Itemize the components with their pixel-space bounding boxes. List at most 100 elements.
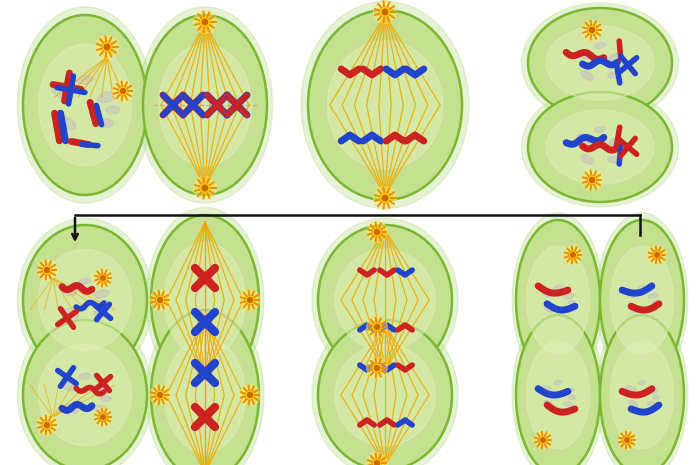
- Circle shape: [94, 408, 112, 426]
- Ellipse shape: [516, 220, 600, 380]
- Circle shape: [45, 423, 50, 427]
- Ellipse shape: [58, 116, 76, 130]
- Circle shape: [372, 458, 382, 465]
- Ellipse shape: [146, 207, 264, 392]
- Ellipse shape: [554, 380, 562, 385]
- Ellipse shape: [564, 307, 573, 311]
- Ellipse shape: [61, 286, 76, 296]
- Ellipse shape: [528, 8, 672, 118]
- Circle shape: [155, 390, 165, 400]
- Ellipse shape: [164, 338, 246, 452]
- Circle shape: [239, 290, 260, 310]
- Circle shape: [652, 251, 662, 259]
- Ellipse shape: [596, 308, 688, 465]
- Ellipse shape: [61, 381, 76, 391]
- Ellipse shape: [101, 301, 111, 307]
- Ellipse shape: [522, 3, 678, 123]
- Ellipse shape: [23, 225, 147, 375]
- Circle shape: [625, 438, 629, 442]
- Ellipse shape: [23, 320, 147, 465]
- Circle shape: [374, 325, 379, 330]
- Ellipse shape: [146, 302, 264, 465]
- Ellipse shape: [335, 345, 435, 445]
- Ellipse shape: [526, 341, 589, 449]
- Circle shape: [104, 44, 110, 50]
- Ellipse shape: [608, 53, 622, 61]
- Ellipse shape: [18, 218, 153, 382]
- Circle shape: [374, 460, 379, 465]
- Circle shape: [101, 276, 105, 280]
- Circle shape: [202, 19, 208, 25]
- Ellipse shape: [18, 7, 153, 203]
- Ellipse shape: [600, 220, 684, 380]
- Circle shape: [95, 35, 118, 59]
- Circle shape: [648, 246, 666, 264]
- Circle shape: [367, 222, 387, 242]
- Ellipse shape: [38, 44, 132, 166]
- Ellipse shape: [638, 380, 646, 385]
- Ellipse shape: [594, 43, 606, 48]
- Circle shape: [582, 20, 602, 40]
- Ellipse shape: [94, 385, 108, 393]
- Circle shape: [374, 365, 379, 371]
- Ellipse shape: [77, 76, 93, 84]
- Ellipse shape: [610, 246, 673, 354]
- Circle shape: [118, 86, 128, 96]
- Ellipse shape: [328, 41, 442, 169]
- Ellipse shape: [594, 126, 606, 133]
- Ellipse shape: [522, 87, 678, 207]
- Ellipse shape: [546, 26, 654, 100]
- Ellipse shape: [512, 308, 604, 465]
- Ellipse shape: [97, 92, 117, 102]
- Circle shape: [202, 185, 208, 191]
- Ellipse shape: [38, 249, 132, 351]
- Ellipse shape: [52, 86, 74, 100]
- Ellipse shape: [151, 215, 259, 385]
- Ellipse shape: [648, 307, 657, 311]
- Circle shape: [199, 16, 211, 27]
- Circle shape: [372, 363, 382, 373]
- Ellipse shape: [615, 148, 624, 153]
- Circle shape: [150, 385, 170, 405]
- Circle shape: [622, 436, 631, 445]
- Circle shape: [158, 392, 162, 398]
- Circle shape: [372, 227, 382, 237]
- Ellipse shape: [610, 341, 673, 449]
- Circle shape: [199, 182, 211, 193]
- Ellipse shape: [79, 278, 91, 285]
- Circle shape: [193, 177, 216, 199]
- Ellipse shape: [308, 10, 462, 200]
- Circle shape: [541, 438, 545, 442]
- Circle shape: [374, 230, 379, 234]
- Ellipse shape: [568, 396, 575, 399]
- Ellipse shape: [629, 306, 638, 312]
- Circle shape: [379, 7, 391, 18]
- Ellipse shape: [312, 218, 458, 382]
- Ellipse shape: [545, 306, 554, 312]
- Circle shape: [570, 253, 575, 257]
- Circle shape: [193, 11, 216, 33]
- Ellipse shape: [638, 286, 646, 290]
- Ellipse shape: [564, 293, 574, 299]
- Ellipse shape: [568, 300, 575, 305]
- Ellipse shape: [581, 71, 594, 80]
- Circle shape: [372, 322, 382, 332]
- Ellipse shape: [516, 315, 600, 465]
- Ellipse shape: [652, 396, 659, 399]
- Ellipse shape: [596, 213, 688, 387]
- Circle shape: [36, 259, 57, 280]
- Circle shape: [155, 295, 165, 305]
- Ellipse shape: [158, 44, 251, 166]
- Circle shape: [245, 390, 255, 400]
- Ellipse shape: [615, 64, 624, 69]
- Ellipse shape: [93, 310, 106, 317]
- Ellipse shape: [542, 291, 552, 297]
- Circle shape: [120, 88, 125, 93]
- Ellipse shape: [64, 404, 78, 413]
- Circle shape: [101, 415, 105, 419]
- Circle shape: [367, 358, 387, 379]
- Circle shape: [367, 317, 387, 337]
- Circle shape: [534, 431, 552, 449]
- Ellipse shape: [64, 309, 78, 319]
- Circle shape: [654, 253, 659, 257]
